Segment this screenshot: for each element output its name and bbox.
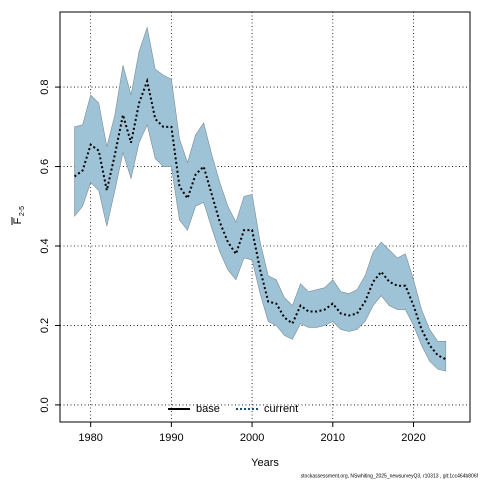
y-tick-label: 0.2 [39, 318, 51, 333]
x-tick-label: 2010 [321, 432, 345, 444]
plot-frame [59, 11, 471, 423]
y-tick-label: 0.0 [39, 397, 51, 412]
x-tick-label: 2000 [240, 432, 264, 444]
x-tick-label: 1990 [159, 432, 183, 444]
y-tick-label: 0.8 [39, 79, 51, 94]
y-axis-label-sub: 2-5 [19, 206, 26, 216]
y-tick-label: 0.4 [39, 238, 51, 253]
y-axis-label: F [12, 217, 24, 224]
y-axis-label-group: F 2-5 [11, 206, 26, 225]
confidence-band [74, 26, 447, 372]
legend-label: base [196, 403, 220, 415]
x-tick-label: 2020 [401, 432, 425, 444]
y-tick-label: 0.6 [39, 159, 51, 174]
x-axis-label: Years [251, 457, 279, 469]
legend-label: current [264, 403, 298, 415]
footnote: stockassessment.org, NSwhiting_2025_news… [301, 473, 479, 479]
x-tick-label: 1980 [78, 432, 102, 444]
series-line [73, 77, 447, 361]
